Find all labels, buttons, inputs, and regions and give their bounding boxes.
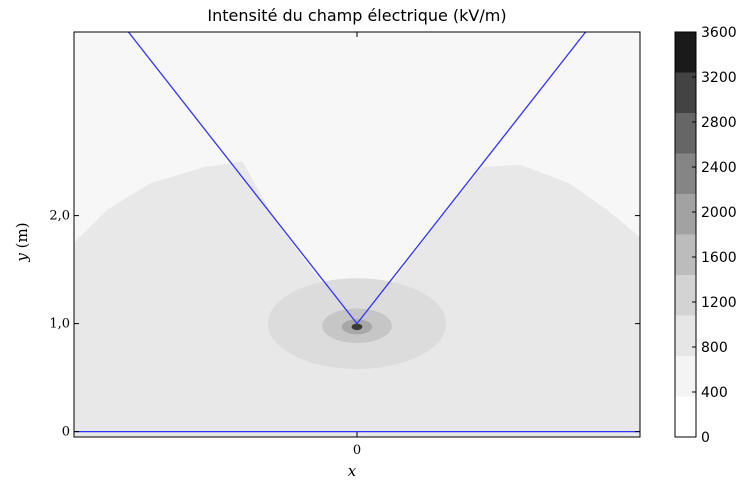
colorbar-tick-label: 3200 bbox=[701, 70, 737, 86]
colorbar-tick-label: 400 bbox=[701, 385, 728, 401]
colorbar-level-8 bbox=[675, 72, 696, 113]
colorbar-tick-label: 2800 bbox=[701, 115, 737, 131]
colorbar-tick-label: 1600 bbox=[701, 250, 737, 266]
y-tick-label: 2,0 bbox=[49, 209, 70, 224]
y-tick-label: 1,0 bbox=[49, 317, 70, 332]
colorbar-level-3 bbox=[675, 275, 696, 316]
y-tick-label: 0 bbox=[62, 425, 70, 440]
colorbar-level-0 bbox=[675, 396, 696, 437]
line-cone-left bbox=[127, 32, 358, 325]
colorbar-tick-label: 1200 bbox=[701, 295, 737, 311]
chart-title: Intensité du champ électrique (kV/m) bbox=[207, 6, 507, 25]
colorbar-level-5 bbox=[675, 194, 696, 235]
colorbar-tick-label: 3600 bbox=[701, 25, 737, 41]
colorbar-tick-label: 2400 bbox=[701, 160, 737, 176]
x-tick-label: 0 bbox=[353, 443, 361, 458]
colorbar-tick-label: 0 bbox=[701, 430, 710, 446]
colorbar-level-4 bbox=[675, 234, 696, 275]
colorbar-level-6 bbox=[675, 153, 696, 194]
colorbar-frame bbox=[674, 31, 697, 438]
colorbar-level-1 bbox=[675, 356, 696, 397]
colorbar-tick-label: 800 bbox=[701, 340, 728, 356]
x-axis-label: x bbox=[347, 462, 357, 480]
contour-level-ground bbox=[74, 161, 640, 437]
colorbar-level-9 bbox=[675, 32, 696, 73]
colorbar-level-2 bbox=[675, 315, 696, 356]
line-cone-right bbox=[356, 32, 587, 325]
colorbar-tick-label: 2000 bbox=[701, 205, 737, 221]
field-contours bbox=[74, 32, 640, 437]
colorbar-level-7 bbox=[675, 113, 696, 154]
contour-level-2400-3600 bbox=[351, 323, 363, 331]
